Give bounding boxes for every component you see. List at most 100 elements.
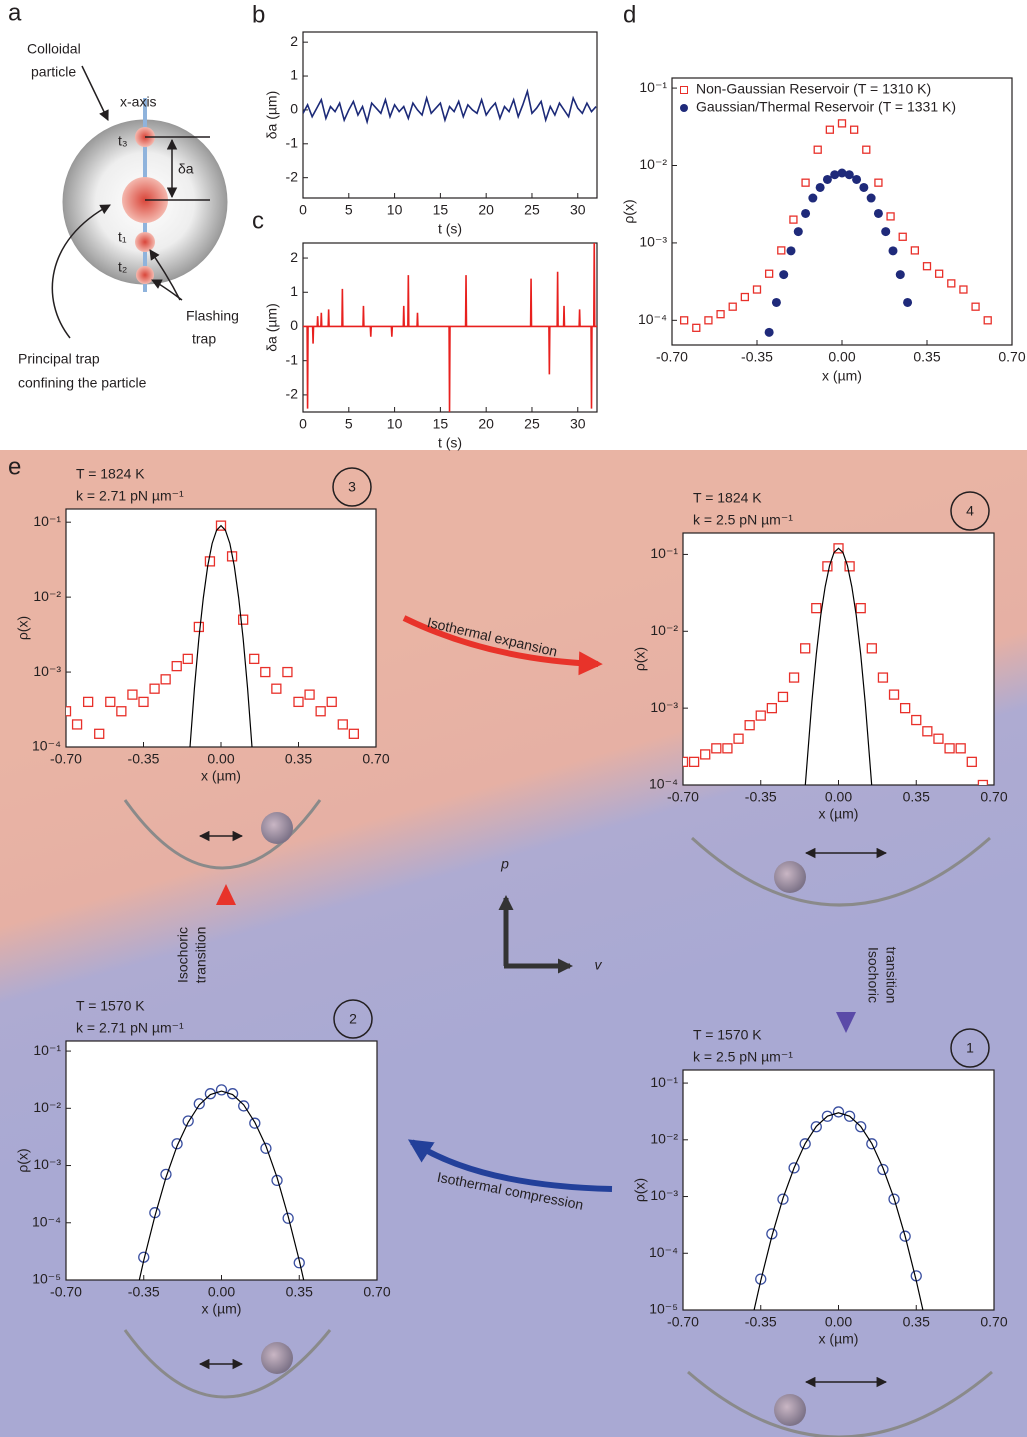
x-tick-label: 0.00 (208, 1284, 235, 1300)
data-point (899, 702, 911, 714)
annotation: T = 1570 K (693, 1027, 762, 1043)
data-point (752, 285, 762, 294)
x-axis-label: x (µm) (819, 806, 859, 822)
y-tick-label: 10⁻³ (650, 699, 678, 715)
x-tick-label: 15 (433, 202, 449, 218)
data-point (859, 182, 869, 192)
y-tick-label: 10⁻⁴ (638, 311, 667, 327)
particle (261, 1342, 293, 1374)
annotation: k = 2.5 pN µm⁻¹ (693, 1049, 793, 1065)
label: δa (178, 161, 194, 177)
well (690, 836, 991, 907)
data-point (337, 719, 348, 730)
data-point (830, 170, 840, 180)
x-tick-label: 0.00 (828, 349, 855, 365)
data-point (82, 696, 94, 708)
label: confining the particle (18, 375, 147, 391)
x-tick-label: 0.35 (286, 1284, 313, 1300)
state-number: 2 (349, 1011, 357, 1027)
plot-area (303, 88, 597, 125)
x-tick-label: -0.35 (745, 1314, 777, 1330)
data-point (304, 689, 315, 700)
x-tick-label: 0.35 (903, 1314, 930, 1330)
x-axis-label: x (µm) (819, 1331, 859, 1347)
y-tick-label: 2 (290, 249, 298, 265)
x-tick-label: 0 (299, 416, 307, 432)
data-point (71, 719, 83, 730)
x-tick-label: -0.70 (50, 751, 82, 767)
expansion-arrow (402, 615, 603, 676)
x-tick-label: 25 (524, 202, 540, 218)
arrow-head (836, 1012, 856, 1033)
data-point (348, 728, 360, 739)
data-point (910, 246, 920, 255)
data-point (837, 119, 847, 128)
y-tick-label: 10⁻⁴ (32, 1213, 61, 1229)
x-axis-label: x (µm) (202, 1301, 242, 1317)
label: t₂ (118, 259, 127, 275)
x-tick-label: 5 (345, 202, 353, 218)
chart: -0.70 -0.35 0.00 0.35 0.70 10⁻⁵ 10⁻⁴ 10⁻³ 10⁻² 10… (632, 1027, 1008, 1347)
data-point (171, 660, 182, 672)
wells (123, 799, 993, 1437)
data-point (966, 756, 977, 768)
data-point (815, 182, 825, 192)
data-point (260, 1142, 272, 1154)
chart: 0 5 10 15 20 25 30 -2 -1 0 1 2 t (s) δa (µm) (264, 31, 598, 237)
data-point (138, 696, 149, 708)
series-line (303, 88, 597, 125)
data-point (282, 666, 293, 678)
y-tick-label: 10⁻¹ (33, 513, 61, 529)
panel-label: a (8, 0, 22, 26)
chart: -0.70 -0.35 0.00 0.35 0.70 10⁻⁵ 10⁻⁴ 10⁻³ 10⁻² 10… (15, 998, 391, 1317)
data-point (193, 1098, 205, 1110)
annotation: k = 2.71 pN µm⁻¹ (76, 1020, 184, 1036)
data-point (293, 696, 304, 708)
data-point (777, 691, 789, 703)
x-tick-label: 0.70 (362, 751, 389, 767)
data-point (777, 246, 786, 255)
plot-area (683, 543, 989, 785)
plot-frame (65, 1040, 378, 1281)
x-axis-label: x (µm) (822, 368, 862, 384)
data-point (744, 720, 755, 731)
y-axis-label: ρ(x) (621, 199, 637, 223)
plot-area (66, 520, 360, 747)
x-axis-label: t (s) (438, 435, 462, 451)
y-tick-label: 1 (290, 283, 298, 299)
data-point (866, 193, 876, 203)
data-point (193, 621, 205, 633)
x-tick-label: 0.70 (998, 349, 1025, 365)
y-tick-label: 10⁻² (33, 1099, 61, 1115)
label: x-axis (120, 94, 157, 110)
data-point (837, 168, 847, 178)
annotation: k = 2.5 pN µm⁻¹ (693, 512, 793, 528)
data-point (793, 227, 803, 237)
data-point (688, 756, 700, 768)
y-tick-label: -2 (286, 168, 299, 184)
x-tick-label: 0 (299, 202, 307, 218)
y-tick-label: 0 (290, 101, 298, 117)
label: Colloidal (27, 41, 81, 57)
data-point (849, 125, 859, 134)
data-point (922, 262, 932, 271)
x-tick-label: 30 (570, 202, 586, 218)
y-axis-label: ρ(x) (15, 616, 31, 640)
annotation: T = 1824 K (693, 490, 762, 506)
y-tick-label: 1 (290, 67, 298, 83)
particle (261, 812, 293, 844)
data-point (160, 674, 171, 685)
x-tick-label: -0.35 (128, 751, 160, 767)
x-tick-label: 0.00 (825, 1314, 852, 1330)
data-point (704, 316, 713, 325)
y-tick-label: -1 (286, 351, 299, 367)
data-point (800, 643, 811, 654)
data-point (808, 193, 818, 203)
x-tick-label: 0.00 (207, 751, 234, 767)
y-tick-label: 10⁻³ (639, 234, 667, 250)
data-point (249, 653, 260, 665)
data-point (844, 561, 855, 572)
data-point (271, 683, 282, 694)
series-line (804, 547, 873, 785)
